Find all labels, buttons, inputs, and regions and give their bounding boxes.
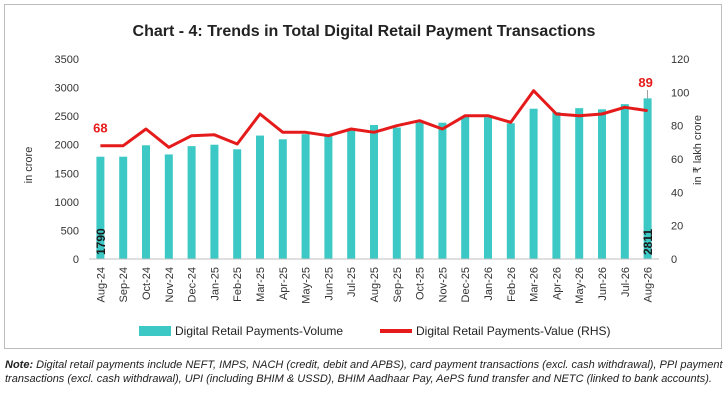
bar-Apr-25 <box>278 139 287 259</box>
x-tick-label: Mar-25 <box>255 267 267 302</box>
x-tick-label: Jul-25 <box>346 267 358 297</box>
y-tick-label: 500 <box>61 225 79 237</box>
bar-Jun-26 <box>598 109 606 260</box>
bar-May-26 <box>575 108 584 260</box>
bar-Sep-24 <box>119 156 128 259</box>
x-tick-label: Sep-24 <box>118 267 130 302</box>
y2-tick-label: 40 <box>671 187 683 199</box>
x-tick-label: Sep-25 <box>392 267 404 302</box>
line-last-label: 89 <box>638 75 652 90</box>
x-tick-label: Feb-26 <box>506 267 518 302</box>
x-tick-label: Nov-25 <box>437 267 449 302</box>
y2-tick-label: 120 <box>671 54 689 66</box>
y-tick-label: 3500 <box>55 54 79 66</box>
x-tick-label: Jun-25 <box>323 267 335 301</box>
y-tick-label: 2000 <box>55 140 79 152</box>
x-tick-label: Oct-24 <box>141 267 153 300</box>
bar-Aug-26 <box>643 98 652 259</box>
bar-Mar-26 <box>529 108 538 259</box>
x-tick-label: Jan-26 <box>483 267 495 301</box>
line-first-label: 68 <box>93 121 107 136</box>
legend-volume-swatch <box>139 326 171 336</box>
y2-tick-label: 0 <box>671 254 677 266</box>
y-tick-label: 1500 <box>55 168 79 180</box>
y2-tick-label: 80 <box>671 121 683 133</box>
bar-Jun-25 <box>324 136 333 259</box>
bar-Feb-25 <box>233 149 242 259</box>
legend-volume-label: Digital Retail Payments-Volume <box>175 324 343 338</box>
bar-Jan-25 <box>210 144 219 259</box>
x-tick-label: Apr-26 <box>551 267 563 300</box>
chart-title: Chart - 4: Trends in Total Digital Retai… <box>133 23 596 40</box>
x-tick-label: Aug-25 <box>369 267 381 302</box>
bar-Oct-25 <box>415 121 424 259</box>
x-tick-label: Aug-24 <box>95 267 107 302</box>
footnote: Note: Digital retail payments include NE… <box>5 358 723 386</box>
bar-Feb-26 <box>506 123 515 260</box>
x-tick-label: Nov-24 <box>164 267 176 302</box>
x-tick-label: Mar-26 <box>529 267 541 302</box>
x-tick-label: Oct-25 <box>415 267 427 300</box>
bar-Jul-25 <box>347 130 356 259</box>
bar-Nov-24 <box>164 154 173 259</box>
bar-first-label: 1790 <box>94 228 108 255</box>
chart-frame: Chart - 4: Trends in Total Digital Retai… <box>4 4 722 349</box>
value-line <box>100 89 648 149</box>
bar-Nov-25 <box>438 122 447 259</box>
y-axis-title: in crore <box>23 147 35 184</box>
y2-tick-label: 20 <box>671 221 683 233</box>
x-tick-label: Jun-26 <box>597 267 609 301</box>
bar-last-label: 2811 <box>641 229 655 255</box>
bar-Aug-25 <box>370 125 378 259</box>
x-tick-label: Aug-26 <box>643 267 655 302</box>
legend-value-label: Digital Retail Payments-Value (RHS) <box>416 324 611 338</box>
x-tick-label: Jan-25 <box>209 267 221 301</box>
y2-tick-label: 100 <box>671 87 689 99</box>
chart-svg: Chart - 4: Trends in Total Digital Retai… <box>23 23 704 338</box>
legend: Digital Retail Payments-Volume Digital R… <box>139 324 611 338</box>
x-tick-label: Jul-26 <box>620 267 632 297</box>
x-tick-label: May-25 <box>301 267 313 304</box>
plot-area: 0 500 1000 1500 2000 2500 3000 3500 0 20 40 60 80 100… <box>55 54 690 304</box>
x-tick-label: Dec-25 <box>460 267 472 302</box>
y-tick-label: 3000 <box>55 83 79 95</box>
footnote-label: Note: <box>5 359 34 371</box>
y-tick-label: 2500 <box>55 111 79 123</box>
bar-Dec-25 <box>461 116 470 260</box>
bar-Oct-24 <box>142 145 150 259</box>
y-tick-label: 1000 <box>55 197 79 209</box>
x-tick-label: Feb-25 <box>232 267 244 302</box>
x-tick-label: Apr-25 <box>278 267 290 300</box>
bar-Apr-26 <box>552 112 561 260</box>
x-tick-label: Dec-24 <box>187 267 199 302</box>
y2-axis-title: in ₹ lakh crore <box>692 115 704 185</box>
bar-Dec-24 <box>187 146 196 259</box>
footnote-text: Digital retail payments include NEFT, IM… <box>5 359 723 385</box>
bar-Mar-25 <box>256 135 264 259</box>
x-tick-label: May-26 <box>574 267 586 304</box>
bar-May-25 <box>301 134 310 259</box>
y-tick-label: 0 <box>73 254 79 266</box>
bar-Sep-25 <box>392 127 401 259</box>
bar-Jan-26 <box>484 117 492 260</box>
y2-tick-label: 60 <box>671 154 683 166</box>
bar-Jul-26 <box>620 104 629 260</box>
bar-Aug-24 <box>96 156 105 259</box>
